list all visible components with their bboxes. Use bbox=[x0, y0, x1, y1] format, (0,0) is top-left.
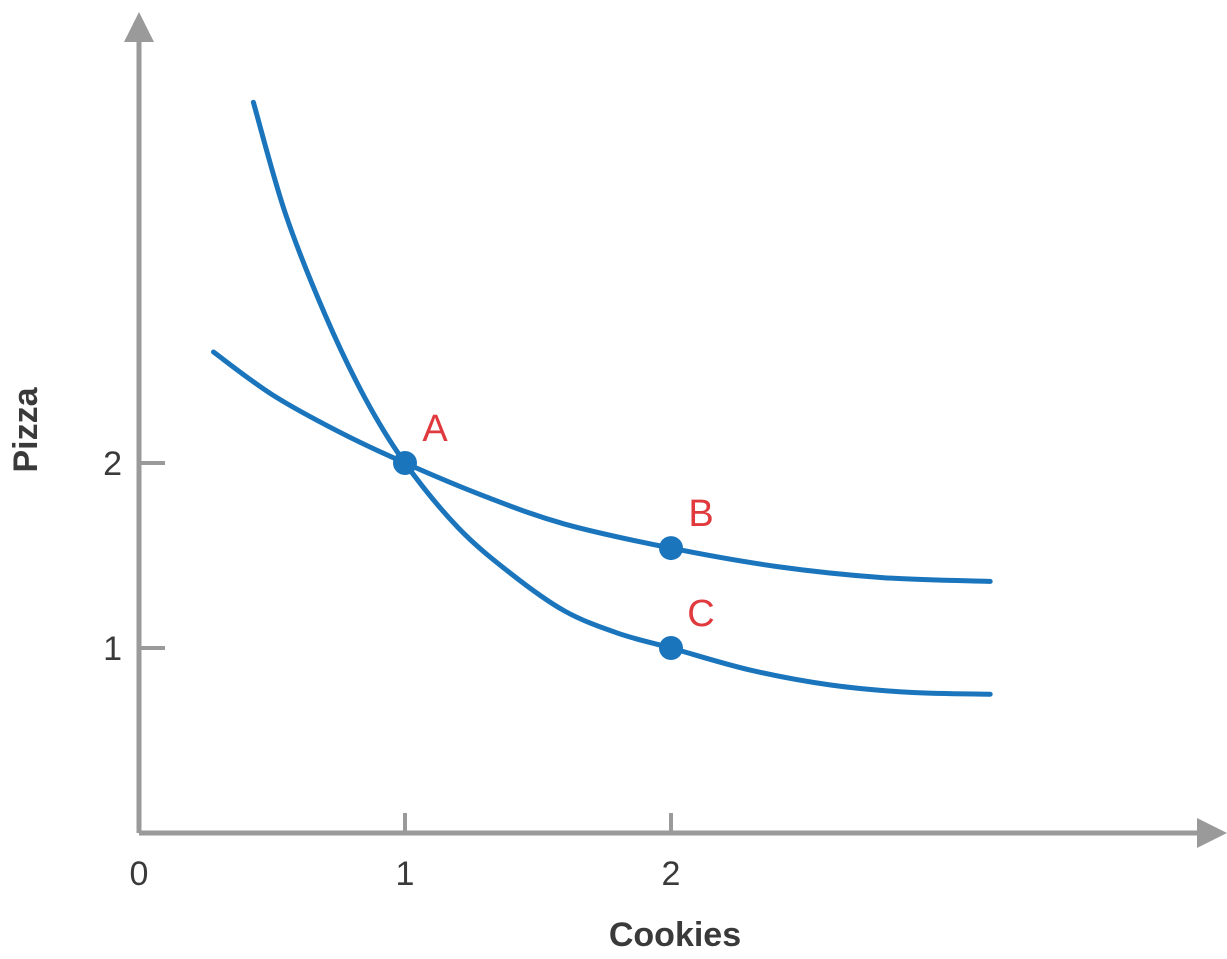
x-tick-label: 1 bbox=[396, 855, 415, 893]
point-c-marker bbox=[659, 636, 683, 660]
indifference-curve-1 bbox=[250, 99, 993, 697]
axes: 0 1 2 1 2 bbox=[103, 12, 1227, 893]
point-b-marker bbox=[659, 536, 683, 561]
point-b-label: B bbox=[688, 493, 713, 535]
point-a-marker bbox=[393, 451, 417, 475]
point-a-label: A bbox=[422, 408, 448, 450]
y-tick-label: 2 bbox=[103, 445, 122, 483]
x-axis-arrowhead bbox=[1197, 818, 1227, 848]
x-axis-title: Cookies bbox=[609, 916, 741, 954]
y-axis-title: Pizza bbox=[7, 386, 45, 472]
curves bbox=[210, 99, 993, 697]
x-tick-label: 2 bbox=[662, 855, 681, 893]
x-tick-label: 0 bbox=[130, 855, 149, 893]
point-c-label: C bbox=[687, 593, 714, 635]
indifference-curve-2 bbox=[210, 349, 993, 584]
y-axis-arrowhead bbox=[124, 12, 154, 42]
y-tick-label: 1 bbox=[103, 630, 122, 668]
points: A B C bbox=[393, 408, 715, 660]
